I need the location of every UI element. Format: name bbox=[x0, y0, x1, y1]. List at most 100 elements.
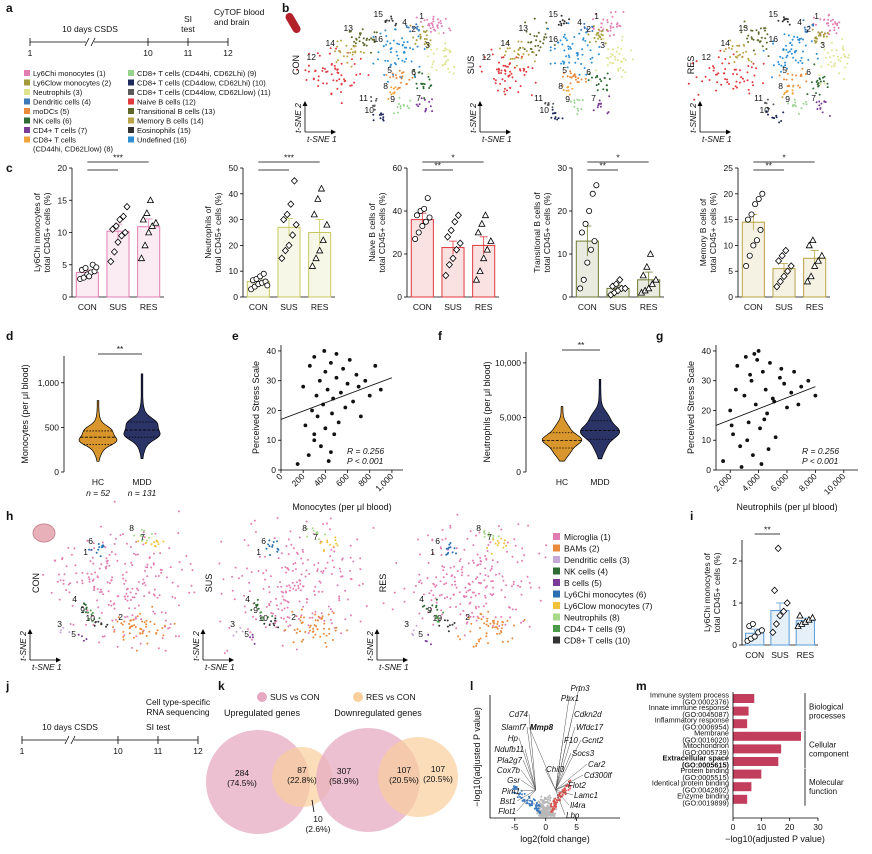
cell-dot bbox=[766, 33, 769, 36]
cell-dot bbox=[340, 632, 343, 635]
cell-dot bbox=[119, 534, 122, 537]
cell-dot bbox=[436, 24, 439, 27]
cell-dot bbox=[783, 78, 785, 81]
y-tick-label: 0 bbox=[732, 640, 737, 650]
cell-dot bbox=[816, 108, 819, 110]
cell-dot bbox=[403, 60, 406, 63]
point bbox=[751, 633, 758, 640]
cell-dot bbox=[818, 104, 821, 107]
cell-dot bbox=[91, 620, 94, 623]
cell-dot bbox=[430, 607, 433, 610]
cell-dot bbox=[784, 64, 787, 67]
y-tick-label: 15 bbox=[724, 215, 734, 225]
point bbox=[792, 369, 796, 374]
cell-dot bbox=[465, 591, 468, 594]
cell-dot bbox=[569, 72, 572, 75]
cell-dot bbox=[449, 597, 452, 600]
y-axis-label: Ly6Chi monocytes of bbox=[32, 192, 42, 272]
cluster-label: 6 bbox=[586, 67, 591, 77]
cell-dot bbox=[308, 572, 311, 575]
cell-dot bbox=[537, 31, 540, 34]
gene-dot bbox=[548, 813, 551, 816]
gene-dot bbox=[549, 799, 552, 802]
cell-dot bbox=[140, 528, 143, 531]
cell-dot bbox=[331, 610, 334, 613]
cell-dot bbox=[353, 40, 356, 43]
y-tick-label: 0 bbox=[271, 465, 276, 475]
cell-dot bbox=[105, 567, 107, 570]
cell-dot bbox=[116, 620, 119, 623]
cell-dot bbox=[171, 595, 174, 598]
point bbox=[312, 438, 317, 443]
cell-dot bbox=[575, 52, 578, 55]
cell-dot bbox=[114, 618, 117, 621]
cell-dot bbox=[506, 550, 508, 553]
cell-dot bbox=[504, 72, 507, 75]
cell-dot bbox=[791, 73, 794, 76]
cluster-label: 2 bbox=[411, 24, 416, 34]
point bbox=[639, 271, 647, 279]
cell-dot bbox=[406, 26, 409, 29]
point bbox=[312, 254, 320, 262]
cell-dot bbox=[712, 69, 715, 72]
cell-dot bbox=[312, 78, 315, 81]
y-tick-label: 20 bbox=[267, 405, 277, 415]
cell-dot bbox=[818, 93, 821, 96]
point bbox=[577, 285, 584, 292]
cell-dot bbox=[796, 36, 799, 39]
gene-dot bbox=[533, 802, 535, 805]
cell-dot bbox=[362, 51, 365, 54]
cell-dot bbox=[592, 18, 594, 21]
cell-dot bbox=[494, 79, 497, 82]
cell-dot bbox=[500, 72, 503, 74]
cell-dot bbox=[145, 625, 148, 628]
cell-dot bbox=[823, 100, 826, 103]
cell-dot bbox=[440, 554, 443, 556]
cell-dot bbox=[442, 569, 445, 572]
cell-dot bbox=[717, 56, 720, 59]
cell-dot bbox=[123, 634, 126, 637]
point bbox=[760, 369, 765, 374]
cell-dot bbox=[108, 553, 111, 556]
cell-dot bbox=[560, 22, 563, 25]
cell-dot bbox=[336, 584, 339, 587]
cell-dot bbox=[492, 619, 494, 622]
legend-swatch bbox=[257, 692, 267, 702]
cell-dot bbox=[422, 30, 425, 33]
cluster-label: 9 bbox=[427, 605, 432, 615]
cell-dot bbox=[451, 623, 454, 626]
cell-dot bbox=[472, 561, 475, 564]
cell-dot bbox=[586, 44, 589, 47]
cell-dot bbox=[800, 107, 803, 109]
cell-dot bbox=[145, 619, 148, 622]
cell-dot bbox=[765, 110, 768, 113]
cell-dot bbox=[562, 89, 565, 92]
cell-dot bbox=[751, 37, 753, 40]
point bbox=[426, 214, 433, 221]
cell-dot bbox=[390, 17, 393, 20]
cell-dot bbox=[569, 47, 572, 50]
cell-dot bbox=[533, 60, 536, 63]
cell-dot bbox=[519, 68, 521, 71]
cell-dot bbox=[316, 530, 319, 533]
cell-dot bbox=[128, 622, 131, 625]
gene-dot bbox=[519, 792, 522, 795]
leader-line bbox=[555, 713, 574, 791]
cell-dot bbox=[155, 632, 158, 635]
gene-label: Ndufb11 bbox=[494, 745, 524, 754]
cell-dot bbox=[257, 570, 260, 572]
point bbox=[646, 249, 655, 257]
point bbox=[759, 462, 764, 466]
cell-dot bbox=[708, 67, 711, 70]
cell-dot bbox=[117, 616, 120, 619]
cell-dot bbox=[280, 602, 283, 605]
cell-dot bbox=[491, 559, 494, 562]
cell-dot bbox=[437, 18, 439, 21]
cell-dot bbox=[122, 638, 125, 641]
cell-dot bbox=[467, 574, 470, 577]
cell-dot bbox=[326, 541, 329, 544]
y-axis-label: total CD45+ cells (%) bbox=[213, 192, 223, 272]
cell-dot bbox=[533, 35, 536, 37]
point bbox=[314, 393, 319, 398]
cell-dot bbox=[300, 622, 303, 625]
